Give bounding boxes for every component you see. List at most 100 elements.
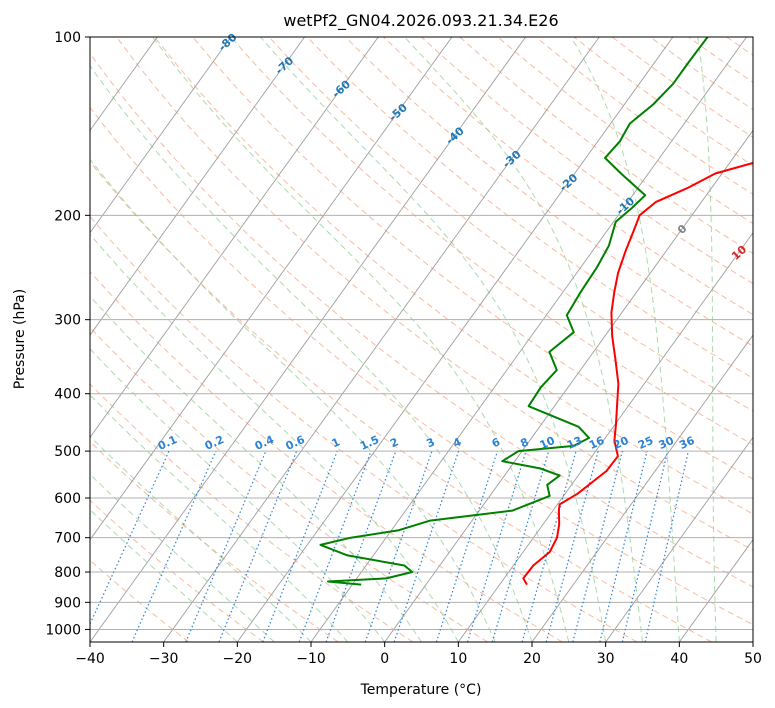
dry-adiabat <box>90 499 264 642</box>
mixing-ratio-label: 10 <box>538 434 558 452</box>
mixing-ratio-line <box>393 450 460 642</box>
mixing-ratio-label: 30 <box>657 434 677 452</box>
y-tick-label: 1000 <box>45 622 81 638</box>
mixing-ratio-line <box>572 450 623 642</box>
mixing-ratio-line <box>90 450 170 626</box>
x-tick-label: 50 <box>744 651 762 667</box>
dry-adiabat <box>90 215 638 642</box>
mixing-ratio-label: 13 <box>565 434 584 452</box>
mixing-ratio-label: 20 <box>611 434 631 452</box>
mixing-ratio-line <box>521 450 577 642</box>
dry-adiabat <box>90 270 563 642</box>
moist-adiabat <box>90 473 275 642</box>
y-tick-label: 700 <box>54 531 81 547</box>
dry-adiabat <box>90 52 753 588</box>
y-tick-label: 500 <box>54 444 81 460</box>
isotherm-line <box>384 129 753 642</box>
mixing-ratio-label: 0.6 <box>284 433 307 453</box>
moist-adiabat <box>152 37 570 642</box>
isotherm-label: -40 <box>443 124 467 147</box>
dry-adiabat <box>459 37 753 254</box>
isotherm-label: -60 <box>330 77 354 100</box>
mixing-ratio-label: 36 <box>677 434 697 452</box>
mixing-ratio-line <box>131 450 217 642</box>
mixing-ratio-label: 16 <box>587 434 607 452</box>
mixing-ratio-line <box>435 450 499 642</box>
y-tick-label: 800 <box>54 565 81 581</box>
moist-adiabat <box>90 509 238 642</box>
temperature-profile <box>522 161 753 586</box>
isotherm-label: 0 <box>675 222 690 237</box>
mixing-ratio-line <box>644 450 689 642</box>
x-tick-label: 0 <box>380 651 389 667</box>
dry-adiabat <box>611 37 753 139</box>
x-tick-label: −20 <box>223 651 253 667</box>
dry-adiabat <box>726 37 753 56</box>
mixing-ratio-label: 4 <box>451 435 464 450</box>
isotherm-line <box>0 37 10 642</box>
isotherm-line <box>90 37 232 234</box>
mixing-ratio-line <box>545 450 599 642</box>
dry-adiabat <box>497 37 753 225</box>
x-tick-label: 20 <box>523 651 541 667</box>
y-tick-label: 300 <box>54 313 81 329</box>
isotherm-label: -80 <box>216 31 240 54</box>
mixing-ratio-label: 1 <box>330 435 342 450</box>
x-tick-label: −10 <box>296 651 326 667</box>
isotherm-line <box>163 37 600 642</box>
mixing-ratio-label: 2 <box>388 435 400 450</box>
x-tick-label: 10 <box>449 651 467 667</box>
x-tick-label: −30 <box>149 651 179 667</box>
moist-adiabat <box>404 37 643 642</box>
y-tick-label: 900 <box>54 595 81 611</box>
mixing-ratio-label: 8 <box>518 435 530 450</box>
dry-adiabat <box>421 37 753 285</box>
mixing-ratio-label: 0.4 <box>253 433 276 453</box>
y-tick-label: 200 <box>54 208 81 224</box>
moist-adiabat <box>260 37 607 642</box>
dry-adiabat <box>116 37 753 551</box>
isotherm-line <box>457 231 753 642</box>
x-tick-label: −40 <box>75 651 105 667</box>
isotherm-line <box>310 37 747 642</box>
isotherm-line <box>90 37 453 541</box>
mixing-ratio-label: 3 <box>424 435 436 450</box>
dry-adiabat <box>765 37 775 642</box>
moist-adiabat <box>90 348 386 642</box>
dry-adiabat <box>90 161 712 642</box>
isotherm-label: -30 <box>500 148 524 171</box>
isotherm-line <box>605 436 753 642</box>
chart-title: wetPf2_GN04.2026.093.21.34.E26 <box>283 11 558 31</box>
dry-adiabat <box>90 383 414 642</box>
isotherm-line <box>90 37 526 642</box>
x-axis-label: Temperature (°C) <box>360 682 482 698</box>
isotherm-line <box>531 334 753 642</box>
y-tick-label: 100 <box>54 30 81 46</box>
y-axis-label: Pressure (hPa) <box>12 289 28 389</box>
moist-adiabat <box>90 158 496 642</box>
dry-adiabat <box>383 37 753 316</box>
moist-adiabat <box>90 295 422 642</box>
mixing-ratio-line <box>599 450 648 642</box>
dry-adiabat <box>688 37 753 83</box>
mixing-ratio-label: 25 <box>636 434 655 452</box>
y-tick-label: 400 <box>54 387 81 403</box>
mixing-ratio-label: 0.1 <box>156 433 179 453</box>
moist-adiabat <box>90 233 459 642</box>
moist-adiabat <box>90 64 533 642</box>
isotherm-label: -20 <box>557 171 581 194</box>
moist-adiabat <box>90 394 349 642</box>
dry-adiabat <box>192 37 753 480</box>
x-tick-label: 40 <box>670 651 688 667</box>
isotherm-label: 10 <box>729 243 749 263</box>
isotherm-line <box>752 641 753 642</box>
mixing-ratio-label: 0.2 <box>203 433 226 453</box>
isotherm-label: -10 <box>614 194 638 217</box>
dry-adiabat <box>154 37 753 515</box>
plot-frame <box>89 36 754 643</box>
dry-adiabat <box>306 37 753 379</box>
mixing-ratio-label: 6 <box>490 435 503 450</box>
dewpoint-profile <box>319 37 709 586</box>
dry-adiabat <box>230 37 753 446</box>
